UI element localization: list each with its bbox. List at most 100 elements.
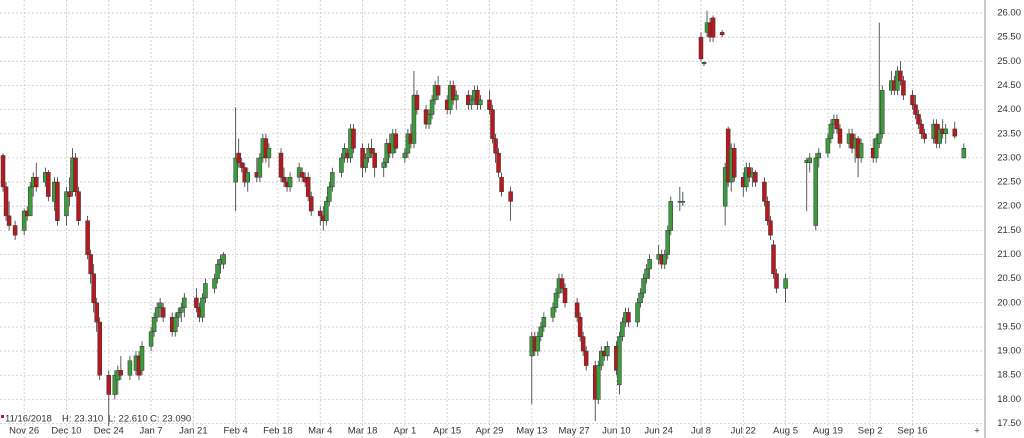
candle-body	[453, 94, 459, 101]
x-tick-label: Apr 15	[433, 426, 461, 437]
x-tick-label: Apr 29	[475, 426, 503, 437]
x-tick-label: Nov 26	[9, 426, 39, 437]
candle-body	[535, 336, 541, 352]
candle-body	[698, 36, 704, 60]
candle-body	[372, 152, 377, 168]
candle-body	[203, 283, 208, 299]
candle-body	[719, 32, 725, 36]
footer-close: C: 23.090	[150, 414, 191, 425]
candle-body	[233, 157, 238, 183]
candle-body	[34, 176, 39, 188]
x-tick-label: Sep 16	[897, 426, 927, 437]
y-tick-label: 22.50	[997, 177, 1021, 188]
candle-body	[299, 172, 305, 178]
x-tick-label: Feb 18	[263, 426, 293, 437]
candle-body	[922, 133, 927, 139]
candle-body	[641, 278, 646, 294]
candle-body	[783, 278, 788, 289]
candle-body	[363, 157, 368, 168]
candle-body	[550, 307, 556, 318]
candle-body	[901, 80, 906, 96]
candle-body	[393, 133, 399, 149]
candle-body	[562, 288, 568, 304]
candle-body	[668, 201, 674, 231]
candle-body	[722, 167, 728, 207]
candle-body	[450, 85, 456, 101]
x-tick-label: Mar 4	[308, 426, 332, 437]
candle-body	[21, 210, 27, 231]
footer: 11/16/2018 H: 23.310 L: 22.610 C: 23.090	[1, 414, 191, 425]
candle-body	[257, 157, 263, 178]
candle-body	[662, 254, 667, 265]
x-tick-label: Jun 10	[602, 426, 631, 437]
y-tick-label: 21.50	[997, 225, 1021, 236]
candle-body	[807, 157, 813, 163]
candle-body	[221, 254, 226, 265]
candle-body	[647, 259, 652, 270]
candle-body	[318, 210, 323, 217]
candle-body	[327, 186, 332, 202]
candle-body	[182, 297, 187, 308]
candle-body	[148, 331, 154, 347]
candle-body	[559, 278, 565, 289]
x-tick-label: Mar 18	[348, 426, 378, 437]
candle-body	[825, 138, 831, 154]
candle-body	[771, 244, 776, 275]
candle-body	[85, 220, 90, 255]
candle-body	[493, 138, 498, 154]
candle-body	[876, 133, 882, 144]
candle-body	[620, 321, 625, 337]
x-tick-label: Dec 24	[94, 426, 124, 437]
candle-body	[414, 94, 420, 110]
y-tick-label: 21.00	[997, 249, 1021, 260]
candle-body	[490, 109, 495, 139]
x-tick-label: Jan 21	[179, 426, 208, 437]
candle-body	[765, 201, 770, 221]
candle-body	[599, 350, 604, 366]
candle-body	[626, 312, 631, 323]
x-tick-label: May 13	[516, 426, 547, 437]
candle-body	[212, 278, 217, 289]
candle-body	[194, 297, 199, 308]
candle-body	[774, 273, 779, 289]
y-tick-label: 23.50	[997, 128, 1021, 139]
x-tick-label: Apr 1	[394, 426, 417, 437]
candle-body	[499, 176, 504, 192]
candle-body	[369, 148, 374, 154]
candle-body	[215, 263, 220, 279]
candle-body	[281, 176, 287, 183]
candle-body	[266, 148, 272, 159]
grid	[0, 0, 985, 438]
candle-body	[411, 94, 417, 144]
candle-body	[496, 152, 501, 173]
candle-body	[305, 176, 311, 197]
corner-button[interactable]: +	[974, 426, 980, 437]
candle-body	[635, 302, 640, 323]
candle-body	[538, 326, 544, 337]
footer-marker	[1, 415, 4, 418]
candle-body	[478, 99, 483, 106]
candle-body	[94, 302, 99, 323]
candle-body	[139, 345, 145, 371]
candle-body	[813, 157, 819, 226]
candle-body	[0, 155, 6, 188]
y-tick-label: 20.50	[997, 273, 1021, 284]
candle-body	[762, 181, 767, 202]
y-tick-label: 22.00	[997, 201, 1021, 212]
candle-body	[112, 374, 118, 395]
candle-body	[324, 201, 329, 221]
footer-low: L: 22.610	[108, 414, 148, 425]
candle-body	[55, 181, 60, 221]
candle-body	[731, 148, 737, 178]
candle-body	[828, 123, 834, 139]
candle-body	[710, 17, 716, 38]
candle-body	[952, 128, 958, 137]
candle-body	[605, 345, 610, 357]
candle-body	[91, 273, 96, 304]
candle-body	[200, 297, 205, 318]
candle-body	[245, 172, 251, 183]
candle-body	[553, 292, 559, 308]
candle-body	[106, 374, 112, 395]
candle-body	[151, 317, 157, 333]
footer-high: H: 23.310	[62, 414, 103, 425]
